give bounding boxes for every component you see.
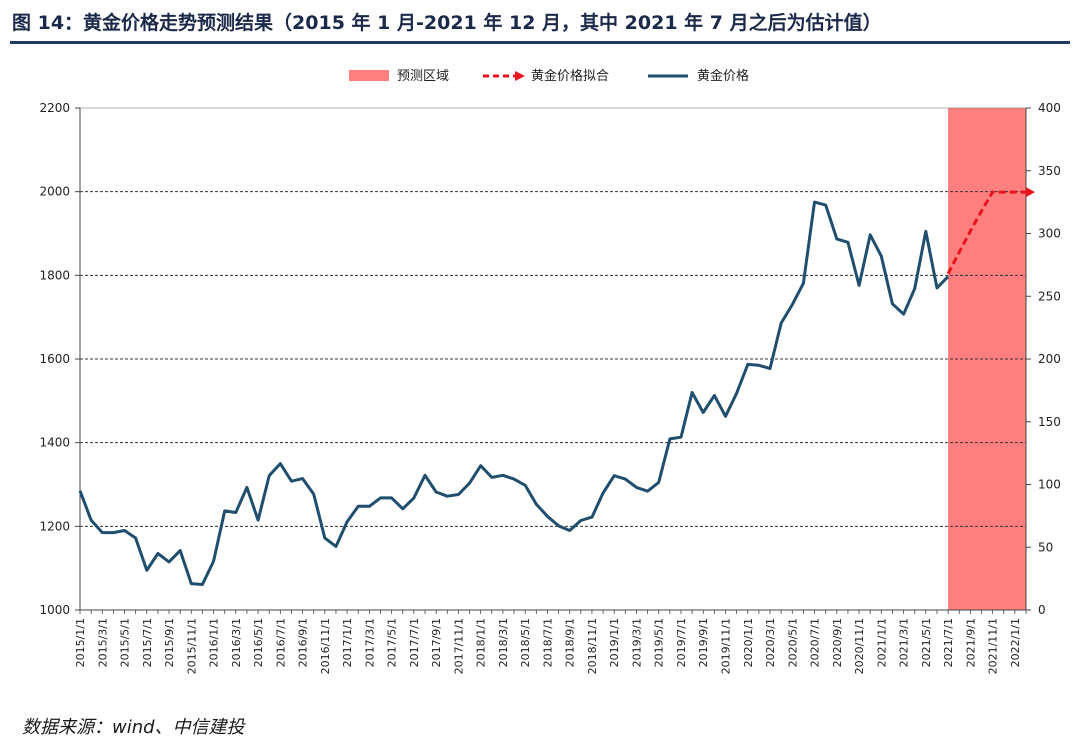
x-tick-label: 2015/5/1 [119,618,132,667]
x-tick-label: 2020/3/1 [764,618,777,667]
gold-price-chart: 1000 1200 1400 1600 1800 2000 2200 0 50 100 150 20… [39,68,1061,674]
x-tick-label: 2016/1/1 [208,618,221,667]
y-tick-label: 1000 [39,603,70,617]
x-tick-label: 2015/9/1 [163,618,176,667]
page-title: 图 14：黄金价格走势预测结果（2015 年 1 月-2021 年 12 月，其… [12,12,882,34]
x-tick-label: 2022/1/1 [1009,618,1022,667]
y-tick-label: 1400 [39,436,70,450]
y2-tick-label: 100 [1038,478,1061,492]
x-tick-label: 2016/3/1 [230,618,243,667]
y2-tick-label: 0 [1038,603,1046,617]
x-tick-label: 2019/3/1 [630,618,643,667]
x-tick-label: 2020/1/1 [742,618,755,667]
x-tick-label: 2016/7/1 [274,618,287,667]
y2-tick-label: 300 [1038,227,1061,241]
x-tick-label: 2020/7/1 [809,618,822,667]
x-tick-label: 2020/9/1 [831,618,844,667]
x-tick-label: 2015/3/1 [96,618,109,667]
y-tick-label: 2200 [39,101,70,115]
x-tick-label: 2021/1/1 [875,618,888,667]
x-tick-label: 2019/11/1 [720,618,733,674]
x-tick-label: 2019/5/1 [653,618,666,667]
y-tick-label: 1200 [39,519,70,533]
y2-tick-label: 400 [1038,101,1061,115]
gold-price-line [78,200,950,586]
x-tick-label: 2020/5/1 [786,618,799,667]
x-tick-label: 2018/5/1 [519,618,532,667]
legend-fit-arrow [515,71,525,81]
x-tick-label: 2017/3/1 [363,618,376,667]
x-tick-label: 2018/9/1 [564,618,577,667]
x-tick-label: 2018/11/1 [586,618,599,674]
legend-swatch-forecast [349,70,389,81]
y2-tick-label: 350 [1038,164,1061,178]
x-tick-label: 2019/7/1 [675,618,688,667]
y-tick-label: 1800 [39,268,70,282]
fit-arrowhead [1026,187,1035,198]
data-source-note: 数据来源：wind、中信建投 [22,717,245,738]
legend-label-forecast: 预测区域 [397,69,449,84]
x-tick-label: 2017/9/1 [430,618,443,667]
y-tick-label: 1600 [39,352,70,366]
x-tick-label: 2015/1/1 [74,618,87,667]
x-tick-label: 2021/3/1 [898,618,911,667]
x-tick-label: 2019/9/1 [697,618,710,667]
title-rule [10,41,1070,44]
y2-tick-label: 150 [1038,415,1061,429]
x-tick-label: 2017/11/1 [452,618,465,674]
x-tick-label: 2017/1/1 [341,618,354,667]
x-tick-label: 2019/1/1 [608,618,621,667]
y2-tick-label: 200 [1038,352,1061,366]
x-tick-label: 2016/11/1 [319,618,332,674]
x-tick-label: 2021/9/1 [964,618,977,667]
x-tick-label: 2017/7/1 [408,618,421,667]
x-tick-label: 2018/3/1 [497,618,510,667]
x-tick-label: 2018/1/1 [475,618,488,667]
y2-tick-label: 250 [1038,289,1061,303]
x-tick-label: 2017/5/1 [386,618,399,667]
legend-label-gold: 黄金价格 [697,68,749,84]
y-tick-label: 2000 [39,185,70,199]
x-tick-label: 2016/5/1 [252,618,265,667]
x-tick-label: 2016/9/1 [297,618,310,667]
y2-tick-label: 50 [1038,540,1053,554]
legend-label-fit: 黄金价格拟合 [531,68,609,84]
x-tick-label: 2015/7/1 [141,618,154,667]
x-tick-label: 2020/11/1 [853,618,866,674]
x-tick-label: 2015/11/1 [185,618,198,674]
x-tick-label: 2021/5/1 [920,618,933,667]
x-tick-label: 2021/11/1 [987,618,1000,674]
x-tick-label: 2018/7/1 [541,618,554,667]
x-tick-label: 2021/7/1 [942,618,955,667]
gold-price-fit-line [946,190,1026,275]
